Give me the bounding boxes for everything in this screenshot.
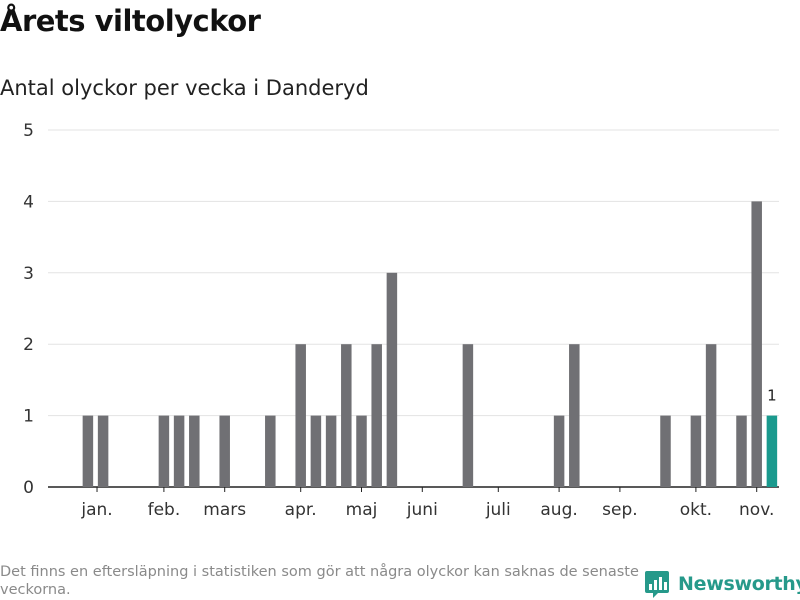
- bar: [660, 415, 671, 487]
- brand-name: Newsworthy: [678, 573, 800, 595]
- x-tick-label: jan.: [80, 500, 112, 520]
- bar: [553, 415, 565, 487]
- x-tick-label: maj: [346, 500, 378, 520]
- bar-highlight: [766, 415, 778, 487]
- x-tick-label: nov.: [739, 500, 774, 520]
- y-tick-label: 2: [23, 335, 34, 355]
- y-tick-label: 1: [23, 407, 34, 427]
- y-tick-label: 0: [23, 478, 34, 498]
- bar: [371, 344, 382, 487]
- chart-subtitle: Antal olyckor per vecka i Danderyd: [0, 76, 369, 100]
- bar: [82, 415, 94, 487]
- bar: [690, 415, 702, 487]
- bar: [189, 415, 200, 487]
- x-tick-label: feb.: [148, 500, 181, 520]
- y-tick-label: 3: [23, 264, 34, 284]
- bar: [736, 415, 747, 487]
- chart-title: Årets viltolyckor: [0, 4, 261, 38]
- bar: [219, 415, 230, 487]
- x-tick-label: apr.: [285, 500, 317, 520]
- bar: [265, 415, 276, 487]
- bars: [82, 201, 778, 487]
- x-tick-label: sep.: [602, 500, 638, 520]
- grid-lines: [48, 129, 779, 488]
- bar: [97, 415, 109, 487]
- y-tick-label: 5: [23, 121, 34, 141]
- newsworthy-icon: [645, 571, 669, 598]
- bar: [751, 201, 762, 487]
- x-tick-label: mars: [203, 500, 246, 520]
- bar: [158, 415, 170, 487]
- x-tick-label: aug.: [540, 500, 577, 520]
- bar: [310, 415, 322, 487]
- x-tick-label: juni: [406, 500, 438, 520]
- bar: [173, 415, 185, 487]
- footnote: Det finns en eftersläpning i statistiken…: [0, 564, 639, 598]
- bar: [295, 344, 306, 487]
- bar: [356, 415, 367, 487]
- x-tick-label: juli: [485, 500, 511, 520]
- bar: [386, 272, 398, 487]
- bar: [325, 415, 337, 487]
- bar: [705, 344, 717, 487]
- x-tick-label: okt.: [680, 500, 712, 520]
- y-tick-label: 4: [23, 192, 34, 212]
- brand-logo: Newsworthy: [644, 569, 800, 599]
- bar: [341, 344, 352, 487]
- axis-labels: 0 1 2 3 4 5 1 jan. feb. mars apr. maj juni juli aug. se…: [23, 121, 777, 520]
- bar: [569, 344, 580, 487]
- bar: [462, 344, 474, 487]
- data-label: 1: [767, 387, 777, 405]
